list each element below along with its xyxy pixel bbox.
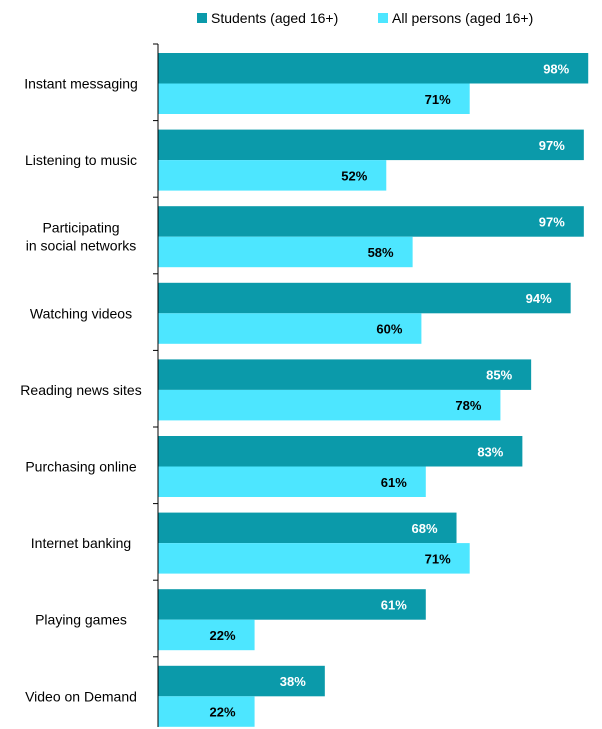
bar-all-persons-3: [158, 236, 413, 268]
value-label-all-persons-8: 22%: [210, 628, 236, 643]
legend-label-2: All persons (aged 16+): [392, 10, 533, 26]
category-label-line: Internet banking: [31, 535, 131, 551]
bar-students-9: [158, 665, 325, 697]
bar-students-1: [158, 53, 589, 84]
category-label-line: Video on Demand: [25, 688, 137, 704]
value-label-students-5: 85%: [486, 368, 512, 383]
value-label-all-persons-7: 71%: [425, 551, 451, 566]
bar-students-5: [158, 359, 532, 390]
value-label-students-7: 68%: [411, 521, 437, 536]
value-label-students-1: 98%: [543, 61, 569, 76]
bar-students-3: [158, 206, 584, 237]
value-label-all-persons-6: 61%: [381, 475, 407, 490]
value-label-all-persons-5: 78%: [455, 398, 481, 413]
bar-all-persons-2: [158, 160, 387, 191]
value-label-all-persons-4: 60%: [376, 322, 402, 337]
category-label-3: Participating in social networks: [26, 220, 137, 254]
bar-all-persons-1: [158, 83, 470, 114]
category-label-2: Listening to music: [25, 152, 137, 168]
value-label-all-persons-2: 52%: [341, 168, 367, 183]
bar-all-persons-4: [158, 313, 422, 344]
bar-students-6: [158, 436, 523, 467]
category-label-1: Instant messaging: [24, 76, 138, 92]
value-label-students-4: 94%: [526, 291, 552, 306]
legend-swatch-2: [378, 13, 388, 23]
value-label-all-persons-1: 71%: [425, 92, 451, 107]
category-label-line: in social networks: [26, 238, 137, 254]
category-label-9: Video on Demand: [25, 688, 137, 704]
value-label-students-8: 61%: [381, 597, 407, 612]
bar-students-2: [158, 129, 584, 161]
value-label-all-persons-9: 22%: [210, 705, 236, 720]
category-label-line: Instant messaging: [24, 76, 138, 92]
bar-students-8: [158, 589, 426, 620]
category-label-line: Reading news sites: [20, 382, 141, 398]
legend-swatch-1: [197, 13, 207, 23]
value-label-students-6: 83%: [477, 444, 503, 459]
category-label-line: Playing games: [35, 612, 127, 628]
category-label-4: Watching videos: [30, 305, 132, 321]
category-label-8: Playing games: [35, 612, 127, 628]
value-label-students-3: 97%: [539, 214, 565, 229]
category-label-6: Purchasing online: [25, 459, 137, 475]
bar-all-persons-6: [158, 466, 426, 497]
category-label-line: Purchasing online: [25, 459, 137, 475]
category-label-line: Listening to music: [25, 152, 137, 168]
bar-all-persons-5: [158, 389, 501, 421]
bar-students-7: [158, 512, 457, 544]
category-label-5: Reading news sites: [20, 382, 141, 398]
bar-all-persons-8: [158, 619, 255, 651]
category-label-line: Watching videos: [30, 305, 132, 321]
legend-label-1: Students (aged 16+): [211, 10, 338, 26]
bar-students-4: [158, 282, 571, 314]
category-label-7: Internet banking: [31, 535, 131, 551]
legend: Students (aged 16+) All persons (aged 16+…: [197, 10, 533, 26]
bar-all-persons-7: [158, 543, 470, 574]
value-label-students-2: 97%: [539, 138, 565, 153]
value-label-all-persons-3: 58%: [368, 245, 394, 260]
value-label-students-9: 38%: [280, 674, 306, 689]
category-label-line: Participating: [42, 220, 119, 236]
bar-all-persons-9: [158, 696, 255, 727]
